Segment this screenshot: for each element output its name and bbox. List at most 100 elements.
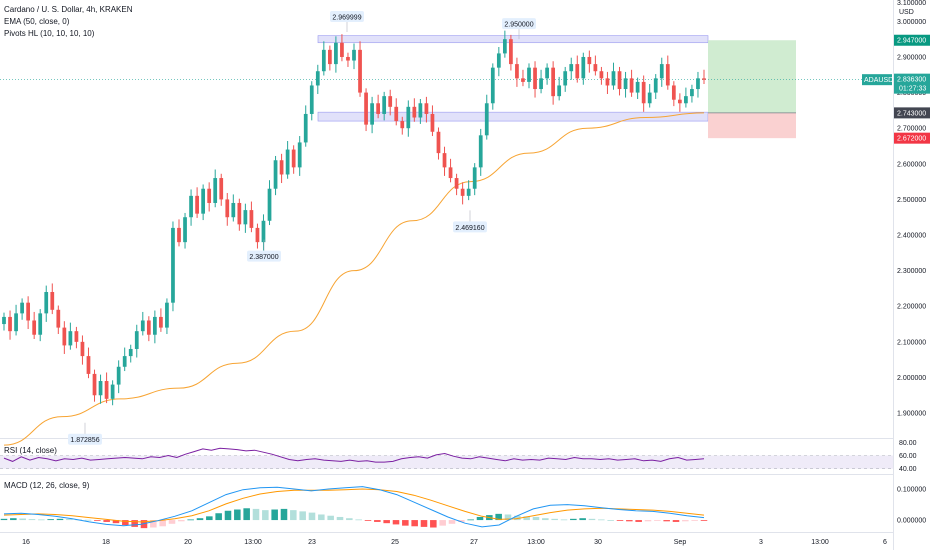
macd-histogram-bar bbox=[318, 514, 325, 521]
candle bbox=[665, 55, 670, 90]
candle bbox=[484, 94, 489, 140]
candle bbox=[2, 312, 6, 331]
macd-histogram-bar bbox=[234, 509, 241, 521]
candle-body bbox=[647, 92, 652, 104]
time-tick: 20 bbox=[184, 539, 192, 546]
time-tick: 16 bbox=[22, 539, 30, 546]
candle-body bbox=[32, 320, 37, 335]
candle bbox=[490, 63, 495, 110]
candle bbox=[358, 41, 362, 97]
price-tick: 1.900000 bbox=[897, 411, 926, 418]
pivot-bg bbox=[68, 433, 102, 445]
candle bbox=[189, 189, 193, 226]
candle bbox=[364, 88, 368, 132]
macd-tick: 0.000000 bbox=[897, 518, 926, 525]
candle-body bbox=[702, 78, 706, 80]
macd-histogram-bar bbox=[364, 520, 372, 521]
macd-histogram-bar bbox=[532, 516, 540, 521]
legend-symbol[interactable]: Cardano / U. S. Dollar, 4h, KRAKEN bbox=[4, 5, 133, 14]
time-tick: 13:00 bbox=[527, 539, 545, 546]
candle bbox=[315, 64, 320, 95]
candle-body bbox=[478, 135, 483, 168]
candle bbox=[587, 50, 592, 73]
pivot-bg bbox=[247, 250, 281, 262]
candle bbox=[702, 69, 706, 85]
candle bbox=[140, 311, 145, 336]
macd-histogram-bar bbox=[626, 520, 633, 522]
candle bbox=[303, 105, 308, 147]
candle-body bbox=[261, 220, 266, 243]
candle bbox=[237, 198, 242, 231]
macd-histogram-bar bbox=[346, 518, 353, 521]
macd-label[interactable]: MACD (12, 26, close, 9) bbox=[4, 481, 90, 490]
candle bbox=[545, 63, 549, 85]
macd-line bbox=[3, 486, 705, 528]
candle-body bbox=[327, 49, 332, 65]
candle-body bbox=[575, 64, 580, 79]
candle-body bbox=[684, 96, 688, 104]
macd-histogram-bar bbox=[168, 520, 176, 524]
candle-body bbox=[400, 121, 405, 129]
candle bbox=[352, 43, 356, 70]
macd-histogram-bar bbox=[215, 513, 222, 521]
candle bbox=[509, 34, 513, 71]
candle-body bbox=[237, 202, 242, 225]
macd-histogram-bar bbox=[700, 520, 708, 521]
candle-body bbox=[472, 167, 477, 189]
pivot-label: 2.387000 bbox=[247, 239, 281, 262]
candle-body bbox=[207, 188, 212, 203]
candle-body bbox=[394, 106, 399, 122]
candle-body bbox=[110, 384, 115, 399]
macd-histogram-bar bbox=[187, 519, 194, 521]
macd-histogram-bar bbox=[551, 518, 558, 521]
candle bbox=[98, 374, 103, 404]
candle-body bbox=[448, 167, 453, 179]
candle-body bbox=[635, 81, 640, 93]
macd-histogram-bar bbox=[84, 519, 92, 521]
legend-ema[interactable]: EMA (50, close, 0) bbox=[4, 17, 70, 26]
candle-body bbox=[279, 160, 284, 175]
candle-body bbox=[370, 103, 374, 125]
candle-body bbox=[545, 67, 549, 79]
candle bbox=[116, 360, 121, 394]
time-tick: 25 bbox=[391, 539, 399, 546]
candle-body bbox=[44, 292, 49, 314]
last-price-text: 2.836300 bbox=[897, 77, 926, 84]
candle-body bbox=[557, 85, 562, 97]
signal-line bbox=[3, 488, 705, 523]
legend-pivots[interactable]: Pivots HL (10, 10, 10, 10) bbox=[4, 29, 95, 38]
target-badge-bg bbox=[894, 34, 930, 46]
profit-zone bbox=[708, 40, 796, 113]
candle-body bbox=[243, 210, 248, 225]
macd-histogram-bar bbox=[150, 520, 157, 528]
time-tick: 23 bbox=[308, 539, 316, 546]
macd-histogram-bar bbox=[402, 520, 409, 526]
rsi-pane bbox=[0, 447, 893, 475]
candle-body bbox=[599, 71, 604, 79]
macd-histogram-bar bbox=[644, 520, 652, 522]
candle bbox=[128, 344, 133, 363]
macd-histogram-bar bbox=[103, 520, 110, 522]
candle-body bbox=[539, 78, 543, 90]
candle bbox=[249, 201, 254, 233]
macd-histogram-bar bbox=[448, 520, 456, 524]
rsi-label[interactable]: RSI (14, close) bbox=[4, 446, 57, 455]
candle bbox=[605, 71, 610, 95]
macd-histogram-bar bbox=[691, 520, 698, 521]
pivot-bg bbox=[453, 221, 487, 233]
resistance-zone bbox=[317, 35, 709, 44]
price-tick: 3.000000 bbox=[897, 19, 926, 26]
candle bbox=[261, 214, 266, 251]
rsi-line bbox=[3, 447, 705, 463]
price-axis: 1.900000 2.000000 2.100000 2.200000 2.300000… bbox=[893, 0, 930, 550]
candle-body bbox=[424, 103, 429, 114]
candle-body bbox=[146, 320, 151, 335]
symbol-bg bbox=[862, 74, 892, 86]
macd-histogram-bar bbox=[374, 520, 381, 522]
rsi-tick: 40.00 bbox=[899, 466, 917, 473]
candle bbox=[460, 182, 465, 205]
candle bbox=[406, 100, 411, 137]
macd-histogram-bar bbox=[420, 520, 428, 527]
currency-label: USD bbox=[899, 9, 914, 16]
